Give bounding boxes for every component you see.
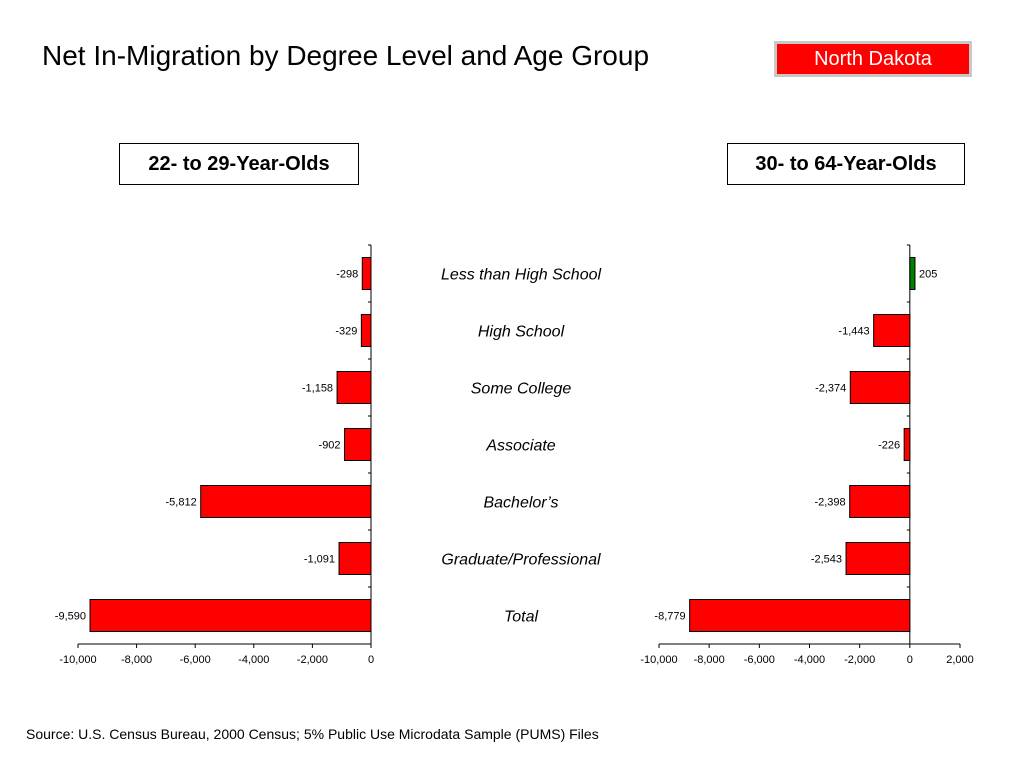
data-label: -2,398	[814, 497, 845, 509]
tick-label: -8,000	[694, 654, 725, 666]
data-label: -2,374	[815, 383, 846, 395]
tick-label: -6,000	[744, 654, 775, 666]
tick-label: 0	[907, 654, 913, 666]
tick-label: -10,000	[59, 654, 96, 666]
bar	[200, 485, 372, 518]
bar	[360, 314, 372, 347]
bar	[903, 428, 911, 461]
bar	[873, 314, 911, 347]
category-label: Graduate/Professional	[441, 552, 601, 569]
category-label: High School	[478, 324, 565, 341]
bar	[849, 485, 911, 518]
category-label: Associate	[485, 438, 555, 455]
chart-title-22-29: 22- to 29-Year-Olds	[119, 143, 359, 185]
category-label: Less than High School	[441, 267, 602, 284]
bar	[849, 371, 911, 404]
data-label: -8,779	[654, 611, 685, 623]
tick-label: 2,000	[946, 654, 974, 666]
bar	[361, 257, 372, 290]
data-label: -1,158	[302, 383, 333, 395]
bar	[338, 542, 372, 575]
category-label: Total	[504, 609, 539, 626]
source-note: Source: U.S. Census Bureau, 2000 Census;…	[26, 726, 599, 742]
data-label: -5,812	[166, 497, 197, 509]
data-label: -226	[878, 440, 900, 452]
tick-label: 0	[368, 654, 374, 666]
bar	[344, 428, 372, 461]
bar	[909, 257, 916, 290]
category-label: Bachelor’s	[483, 495, 558, 512]
data-label: -902	[319, 440, 341, 452]
data-label: -9,590	[55, 611, 86, 623]
data-label: -298	[336, 269, 358, 281]
state-badge: North Dakota	[774, 41, 972, 77]
data-label: -1,091	[304, 554, 335, 566]
chart-title-30-64: 30- to 64-Year-Olds	[727, 143, 965, 185]
tick-label: -2,000	[297, 654, 328, 666]
page-title: Net In-Migration by Degree Level and Age…	[42, 40, 650, 71]
tick-label: -10,000	[640, 654, 677, 666]
bar	[89, 599, 372, 632]
bar	[689, 599, 911, 632]
tick-label: -8,000	[121, 654, 152, 666]
data-label: -2,543	[811, 554, 842, 566]
category-label: Some College	[471, 381, 572, 398]
state-badge-label: North Dakota	[777, 44, 969, 74]
data-label: 205	[919, 269, 937, 281]
tick-label: -4,000	[238, 654, 269, 666]
tick-label: -2,000	[844, 654, 875, 666]
bar	[845, 542, 911, 575]
tick-label: -6,000	[180, 654, 211, 666]
data-label: -1,443	[838, 326, 869, 338]
bar	[336, 371, 372, 404]
data-label: -329	[335, 326, 357, 338]
tick-label: -4,000	[794, 654, 825, 666]
